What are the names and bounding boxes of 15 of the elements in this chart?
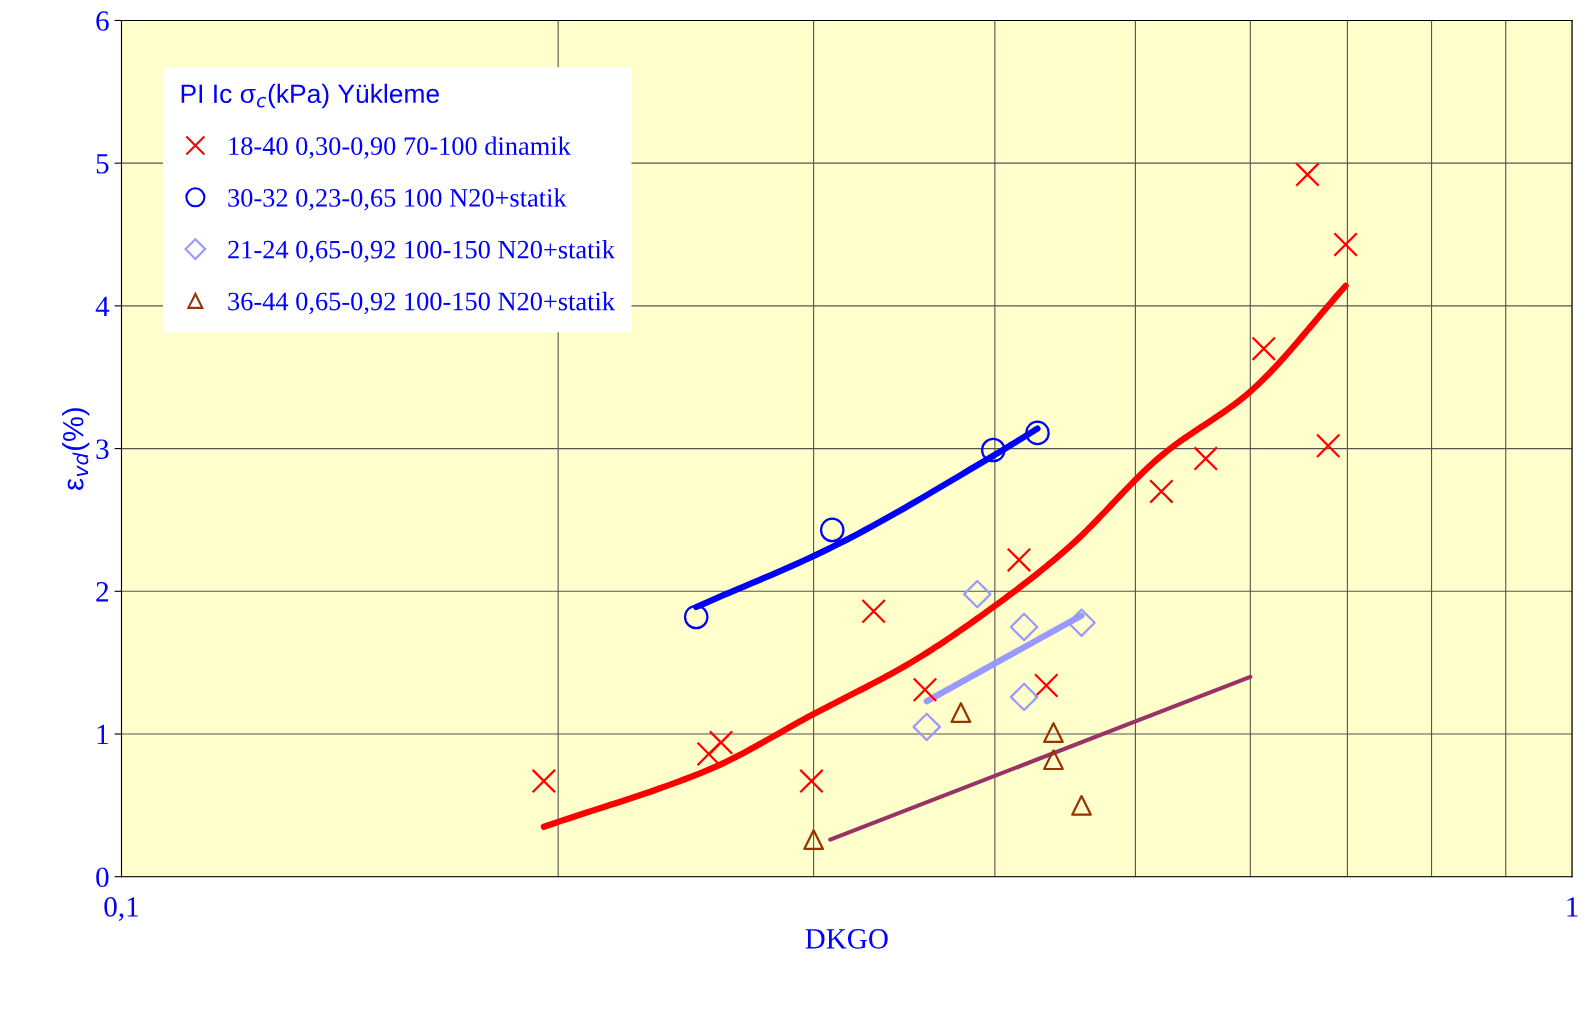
y-tick-label: 4 [95, 296, 110, 316]
y-tick-label: 3 [96, 439, 109, 459]
y-tick-label: 5 [96, 154, 109, 174]
y-tick-label: 6 [96, 11, 109, 31]
x-axis-title: DKGO [805, 929, 888, 949]
y-axis-title: ε$_{vd}$(%) [62, 408, 90, 490]
legend-label: 30-32 0,23-0,65 100 N20+statik [228, 188, 567, 211]
y-tick-label: 1 [97, 724, 108, 745]
y-tick-label: 0 [96, 867, 109, 888]
legend-label: 21-24 0,65-0,92 100-150 N20+statik [228, 240, 615, 263]
legend-label: 18-40 0,30-0,90 70-100 dinamik [229, 136, 571, 159]
y-tick-label: 2 [96, 582, 109, 602]
legend-title: PI Ic σ$_{c}$(kPa) Yükleme [181, 83, 439, 109]
legend-label: 36-44 0,65-0,92 100-150 N20+statik [228, 291, 615, 315]
x-tick-label: 0,1 [104, 897, 138, 921]
